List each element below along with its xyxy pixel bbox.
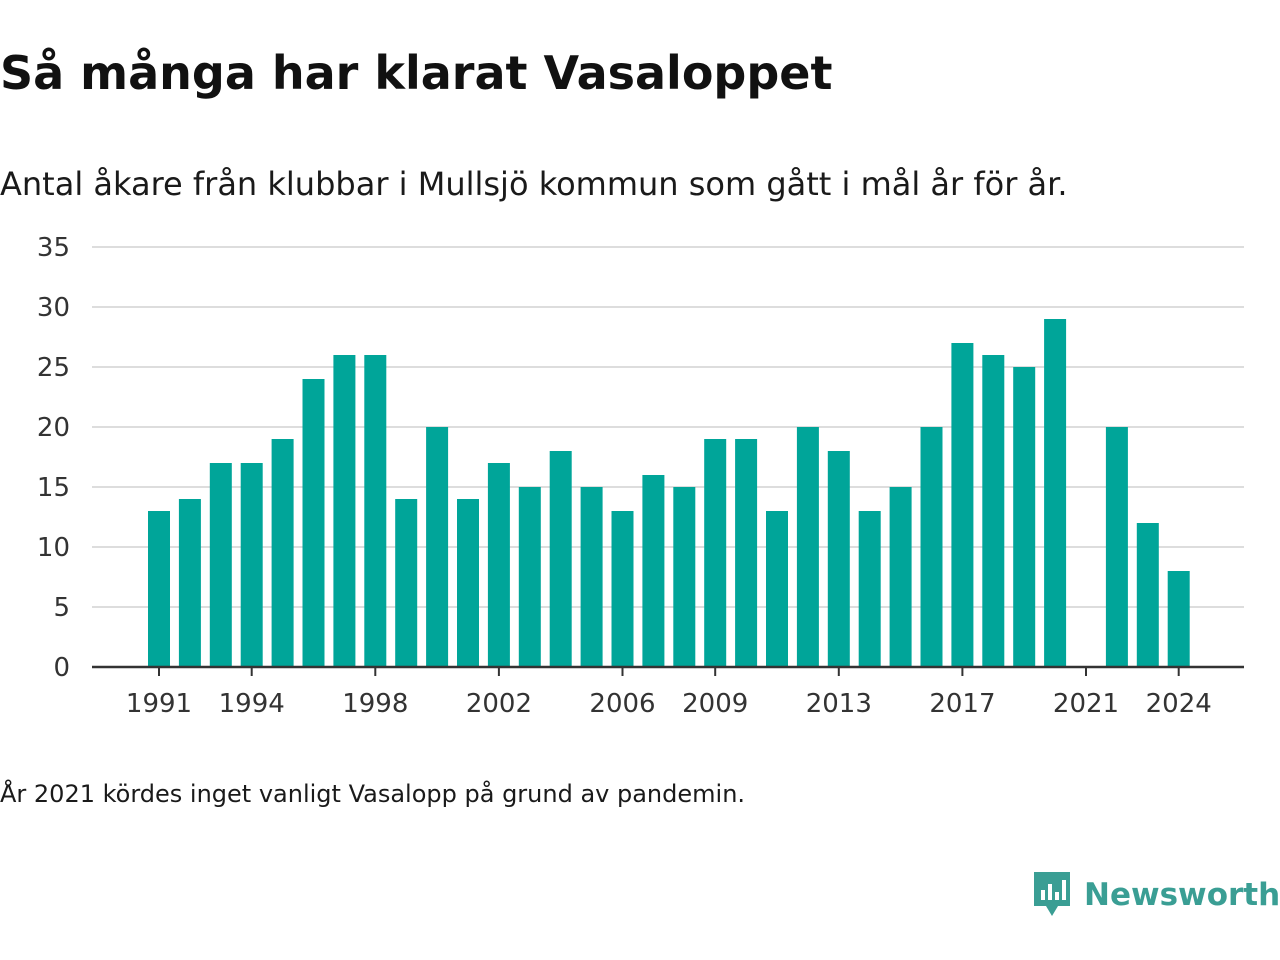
y-tick-label: 15 — [37, 473, 70, 503]
bar-1997 — [333, 355, 356, 667]
bar-2009 — [704, 439, 727, 667]
x-tick-label: 2002 — [466, 689, 532, 719]
y-tick-label: 10 — [37, 533, 70, 563]
bar-2014 — [858, 511, 881, 667]
newsworthy-logo[interactable]: Newsworthy — [1032, 870, 1280, 920]
bar-2016 — [920, 427, 943, 667]
bar-chart: 0 5 10 15 20 25 30 35 1991 1994 1998 2002 2006 2009 20… — [37, 233, 1244, 719]
x-tick-label: 2009 — [682, 689, 748, 719]
y-tick-label: 5 — [53, 593, 70, 623]
bar-2019 — [1013, 367, 1036, 667]
bar-2022 — [1105, 427, 1128, 667]
bar-2011 — [766, 511, 788, 667]
bar-2000 — [426, 427, 449, 667]
bar-2020 — [1044, 319, 1067, 667]
bar-2006 — [611, 511, 634, 667]
bar-1994 — [240, 463, 263, 667]
bar-1998 — [364, 355, 387, 667]
x-tick-label: 2024 — [1146, 689, 1212, 719]
x-tick-label: 1998 — [342, 689, 408, 719]
brand-name: Newsworthy — [1084, 877, 1280, 913]
x-tick-label: 1991 — [126, 689, 192, 719]
x-tick-label: 2006 — [589, 689, 655, 719]
footnote: År 2021 kördes inget vanligt Vasalopp på… — [0, 780, 746, 808]
bar-1992 — [178, 499, 201, 667]
newsworthy-icon — [1034, 872, 1070, 916]
y-tick-label: 30 — [37, 293, 70, 323]
bar-2012 — [796, 427, 819, 667]
x-tick-label: 1994 — [219, 689, 285, 719]
bar-2008 — [673, 487, 696, 667]
bar-1993 — [209, 463, 232, 667]
y-tick-label: 25 — [37, 353, 70, 383]
bar-2005 — [580, 487, 603, 667]
chart-subtitle: Antal åkare från klubbar i Mullsjö kommu… — [0, 165, 1068, 203]
bar-2003 — [518, 487, 541, 667]
y-tick-label: 0 — [53, 653, 70, 683]
bar-2018 — [982, 355, 1005, 667]
x-tick-label: 2013 — [806, 689, 872, 719]
x-tick-label: 2021 — [1053, 689, 1119, 719]
bar-2013 — [827, 451, 850, 667]
bar-2004 — [549, 451, 572, 667]
bar-2010 — [735, 439, 758, 667]
bar-1991 — [148, 511, 170, 667]
bar-1999 — [395, 499, 418, 667]
bar-1996 — [302, 379, 325, 667]
bar-2007 — [642, 475, 665, 667]
chart-title: Så många har klarat Vasaloppet — [0, 46, 833, 100]
bar-2017 — [951, 343, 974, 667]
y-tick-label: 20 — [37, 413, 70, 443]
bar-2023 — [1136, 523, 1159, 667]
x-tick-label: 2017 — [929, 689, 995, 719]
bar-2024 — [1167, 571, 1190, 667]
bar-2002 — [487, 463, 510, 667]
bar-2015 — [889, 487, 912, 667]
y-tick-label: 35 — [37, 233, 70, 263]
bar-2001 — [457, 499, 479, 667]
bar-1995 — [271, 439, 294, 667]
